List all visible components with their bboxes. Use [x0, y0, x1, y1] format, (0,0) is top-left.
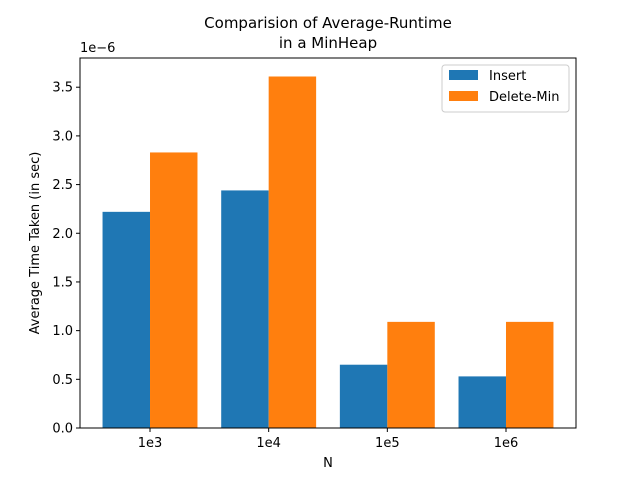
y-axis-label: Average Time Taken (in sec)	[28, 152, 43, 335]
legend-swatch-insert	[449, 70, 478, 80]
y-tick-label: 2.5	[52, 178, 73, 193]
x-tick-label: 1e4	[256, 436, 281, 451]
chart-title-line-1: Comparision of Average-Runtime	[204, 14, 452, 32]
x-tick-label: 1e5	[375, 436, 400, 451]
bar-delete-min-1e4	[268, 76, 317, 428]
bar-insert-1e3	[102, 211, 151, 428]
y-ticks-group: 0.0 0.5 1.0 1.5 2.0 2.5 3.0 3.5	[52, 81, 80, 437]
x-tick-label: 1e6	[494, 436, 519, 451]
legend: Insert Delete-Min	[441, 64, 570, 113]
bar-insert-1e4	[221, 190, 269, 428]
plot-frame	[79, 57, 577, 429]
y-tick-label: 3.0	[52, 129, 73, 144]
bars-group	[102, 76, 554, 428]
bar-delete-min-1e5	[387, 321, 435, 428]
y-tick-label: 0.5	[52, 373, 73, 388]
x-tick-label: 1e3	[138, 436, 163, 451]
y-offset-label: 1e−6	[80, 41, 115, 56]
bar-delete-min-1e6	[505, 321, 554, 428]
chart-title-line-2: in a MinHeap	[279, 34, 377, 52]
y-tick-label: 1.0	[52, 324, 73, 339]
bar-insert-1e6	[458, 376, 506, 428]
y-tick-label: 2.0	[52, 227, 73, 242]
y-tick-label: 0.0	[52, 422, 73, 437]
legend-label-delete-min: Delete-Min	[489, 90, 559, 105]
bar-insert-1e5	[339, 364, 388, 428]
x-axis-label: N	[323, 456, 333, 471]
bar-delete-min-1e3	[150, 152, 198, 428]
y-tick-label: 1.5	[52, 275, 73, 290]
y-tick-label: 3.5	[52, 81, 73, 96]
x-ticks-group: 1e3 1e4 1e5 1e6	[138, 428, 519, 451]
legend-swatch-delete-min	[449, 91, 478, 101]
legend-label-insert: Insert	[489, 69, 526, 84]
